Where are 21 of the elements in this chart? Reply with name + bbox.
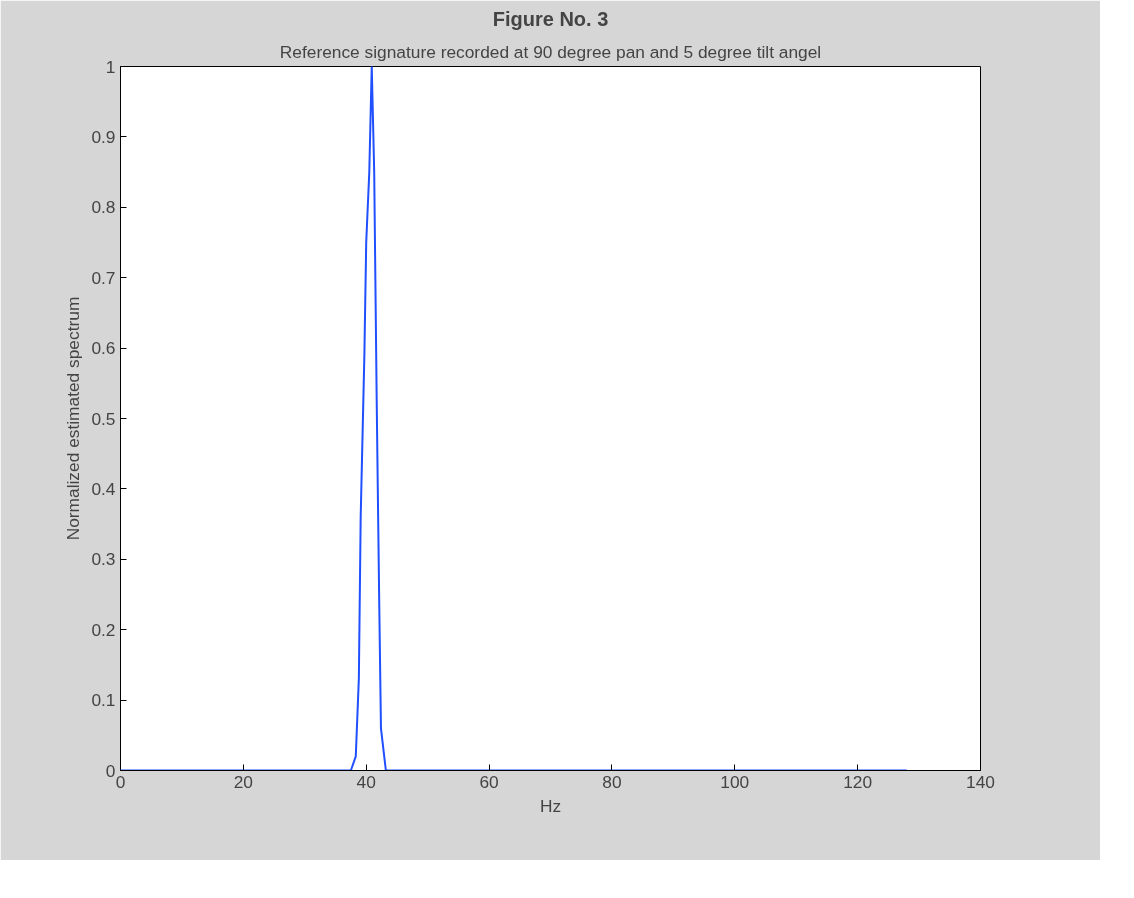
- x-tick-label: 120: [843, 771, 873, 792]
- x-tick-label: 60: [479, 771, 499, 792]
- text: Figure No. 3: [492, 7, 609, 30]
- x-tick-label: 40: [356, 771, 376, 792]
- y-tick-label: 1: [105, 56, 116, 77]
- x-axis-title: Hz: [539, 795, 562, 816]
- y-tick-label: 0.9: [91, 126, 116, 147]
- y-tick-label: 0.7: [91, 267, 116, 288]
- y-tick-label: 0.4: [91, 478, 116, 499]
- x-tick-label: 100: [720, 771, 750, 792]
- y-tick-label: 0.6: [91, 338, 116, 359]
- y-tick-label: 0.2: [91, 619, 116, 640]
- y-axis-title: Normalized estimated spectrum: [63, 296, 84, 541]
- chart-title: Reference signature recorded at 90 degree pan and 5 degree tilt angel: [279, 41, 822, 62]
- y-tick-label: 0.1: [91, 690, 116, 711]
- y-tick-label: 0.3: [91, 549, 116, 570]
- y-tick-label: 0.5: [91, 408, 116, 429]
- y-tick-label: 0.8: [91, 197, 116, 218]
- x-tick-label: 20: [233, 771, 253, 792]
- x-tick-label: 80: [602, 771, 622, 792]
- x-tick-label: 140: [966, 771, 995, 792]
